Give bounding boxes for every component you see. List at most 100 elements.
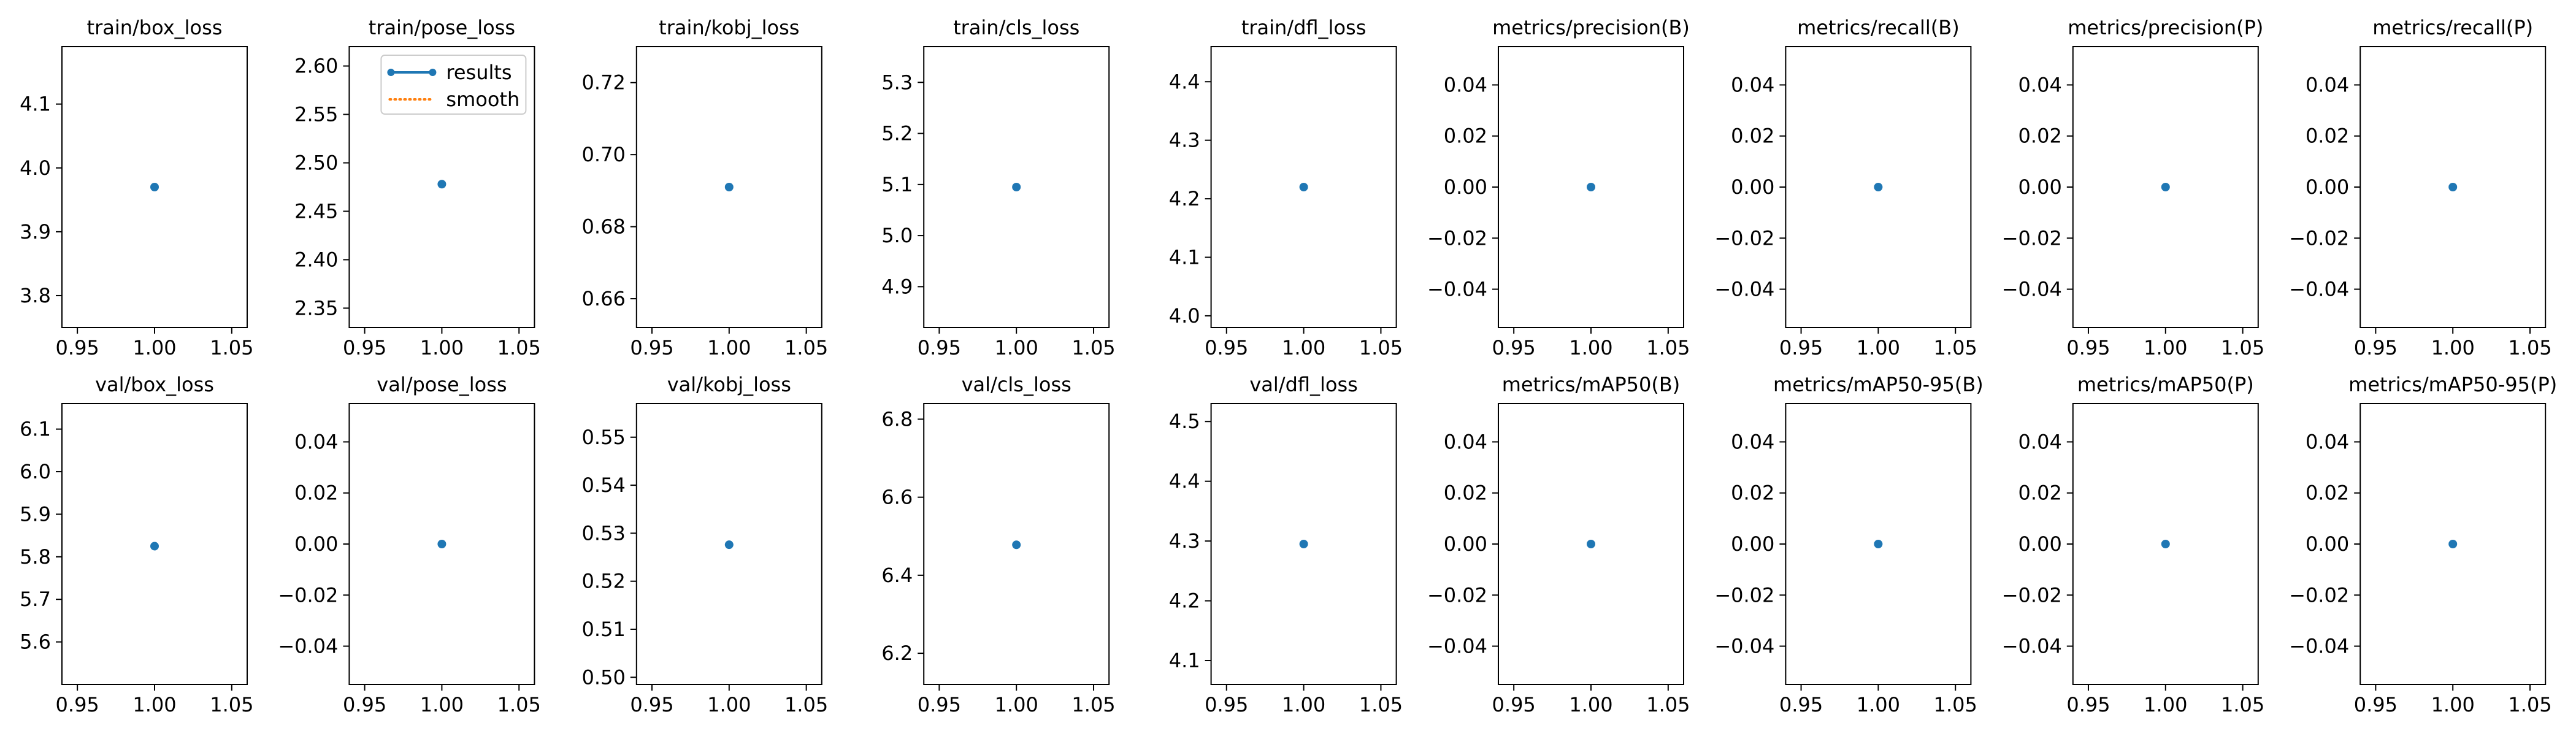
subplot-title: val/cls_loss	[962, 373, 1071, 396]
data-point-results	[1012, 540, 1021, 550]
y-tick-label: 0.00	[2306, 532, 2349, 556]
subplot-title: metrics/mAP50-95(B)	[1773, 373, 1984, 396]
y-tick-label: −0.02	[1714, 226, 1774, 250]
x-tick-label: 1.05	[1934, 693, 1977, 716]
y-tick-label: 5.3	[881, 71, 913, 94]
subplot-train-cls-loss: train/cls_loss 0.95 1.00 1.05 4.9 5.0 5.1 5.2 5.…	[881, 16, 1115, 359]
x-tick-label: 1.05	[1646, 693, 1690, 716]
y-tick-label: −0.04	[2002, 635, 2062, 658]
y-tick-label: 2.55	[294, 103, 338, 126]
data-point-results	[724, 540, 734, 550]
legend-label-results: results	[446, 61, 512, 84]
x-tick-label: 1.05	[1934, 336, 1977, 359]
y-tick-label: 0.50	[582, 665, 626, 689]
y-tick-label: 5.6	[20, 631, 51, 654]
y-tick-label: 6.6	[881, 486, 913, 509]
y-tick-label: 3.8	[20, 284, 51, 307]
x-tick-label: 1.05	[1359, 693, 1403, 716]
subplot-title: metrics/mAP50(B)	[1502, 373, 1681, 396]
legend-marker	[429, 69, 437, 76]
x-tick-label: 0.95	[2354, 693, 2398, 716]
data-point-results	[724, 183, 734, 191]
subplot-val-pose-loss: val/pose_loss 0.95 1.00 1.05 −0.04 −0.02 0.00 0…	[278, 373, 541, 716]
x-tick-label: 0.95	[630, 336, 673, 359]
y-tick-label: 0.02	[1444, 481, 1487, 505]
data-point-results	[2161, 540, 2170, 548]
y-tick-label: 6.8	[881, 407, 913, 431]
y-tick-label: 4.4	[1169, 70, 1200, 93]
y-tick-label: 4.9	[881, 275, 913, 298]
x-tick-label: 1.05	[2508, 693, 2551, 716]
y-tick-label: 0.02	[2306, 481, 2349, 505]
legend-label-smooth: smooth	[446, 88, 519, 111]
y-tick-label: 0.68	[582, 215, 626, 239]
x-tick-label: 1.00	[1282, 693, 1325, 716]
y-tick-label: −0.02	[278, 583, 338, 607]
y-tick-label: 0.53	[582, 521, 626, 545]
y-tick-label: 0.52	[582, 570, 626, 593]
x-tick-label: 1.00	[1857, 693, 1900, 716]
y-tick-label: 0.04	[2018, 73, 2062, 96]
subplot-val-kobj-loss: val/kobj_loss 0.95 1.00 1.05 0.50 0.51 0.52 0.5…	[582, 373, 829, 716]
y-tick-label: 5.7	[20, 588, 51, 611]
subplot-title: val/pose_loss	[377, 373, 507, 396]
y-tick-label: 0.00	[2018, 175, 2062, 199]
subplot-metrics-precision-b: metrics/precision(B) 0.95 1.00 1.05 −0.04 −0.…	[1427, 16, 1690, 359]
subplot-title: train/kobj_loss	[659, 16, 799, 39]
y-tick-label: 4.2	[1169, 187, 1200, 210]
x-tick-label: 1.00	[707, 336, 751, 359]
x-tick-label: 1.05	[210, 693, 253, 716]
x-tick-label: 0.95	[918, 693, 961, 716]
y-tick-label: 0.00	[1444, 175, 1487, 199]
y-tick-label: 0.54	[582, 473, 626, 497]
x-tick-label: 0.95	[918, 336, 961, 359]
x-tick-label: 1.05	[210, 336, 253, 359]
legend-marker	[387, 69, 395, 76]
subplot-title: val/dfl_loss	[1249, 373, 1358, 396]
subplot-train-box-loss: train/box_loss 0.95 1.00 1.05 3.8 3.9 4.0 4.1	[20, 16, 253, 359]
y-tick-label: 0.00	[1731, 532, 1774, 556]
y-tick-label: 0.00	[2306, 175, 2349, 199]
x-tick-label: 1.00	[995, 693, 1038, 716]
y-tick-label: 0.04	[2306, 430, 2349, 453]
y-tick-label: 0.04	[2018, 430, 2062, 453]
y-tick-label: 2.35	[294, 296, 338, 320]
subplot-title: metrics/precision(P)	[2068, 16, 2263, 39]
y-tick-label: 6.1	[20, 418, 51, 441]
y-tick-label: 2.45	[294, 199, 338, 223]
data-point-results	[2161, 183, 2170, 191]
x-tick-label: 1.00	[2431, 693, 2475, 716]
data-point-results	[2448, 540, 2458, 548]
x-tick-label: 0.95	[630, 693, 673, 716]
x-tick-label: 1.00	[1857, 336, 1900, 359]
y-tick-label: 0.02	[2306, 125, 2349, 148]
subplot-val-dfl-loss: val/dfl_loss 0.95 1.00 1.05 4.1 4.2 4.3 4.4 4.5	[1169, 373, 1403, 716]
y-tick-label: 2.60	[294, 55, 338, 78]
y-tick-label: 2.50	[294, 151, 338, 175]
x-tick-label: 1.05	[2221, 336, 2264, 359]
x-tick-label: 1.05	[2221, 693, 2264, 716]
x-tick-label: 0.95	[1205, 693, 1248, 716]
y-tick-label: 6.4	[881, 564, 913, 587]
x-tick-label: 1.05	[1071, 693, 1115, 716]
x-tick-label: 1.00	[2144, 336, 2187, 359]
y-tick-label: 0.02	[294, 481, 338, 505]
y-tick-label: 0.04	[1444, 73, 1487, 96]
x-tick-label: 0.95	[1492, 336, 1536, 359]
y-tick-label: 0.04	[294, 430, 338, 453]
y-tick-label: 0.70	[582, 143, 626, 166]
data-point-results	[1874, 183, 1883, 191]
x-tick-label: 0.95	[2066, 336, 2110, 359]
y-tick-label: −0.04	[278, 635, 338, 658]
subplot-title: train/dfl_loss	[1241, 16, 1367, 39]
subplot-title: metrics/recall(P)	[2372, 16, 2533, 39]
subplot-metrics-map50-95-b: metrics/mAP50-95(B) 0.95 1.00 1.05 −0.04 −0.0…	[1714, 373, 1983, 716]
subplot-title: val/box_loss	[95, 373, 214, 396]
y-tick-label: 0.04	[1731, 430, 1774, 453]
x-tick-label: 1.00	[420, 336, 464, 359]
y-tick-label: 4.3	[1169, 129, 1200, 152]
y-tick-label: 4.0	[20, 156, 51, 180]
data-point-results	[1299, 183, 1308, 191]
y-tick-label: 0.00	[2018, 532, 2062, 556]
